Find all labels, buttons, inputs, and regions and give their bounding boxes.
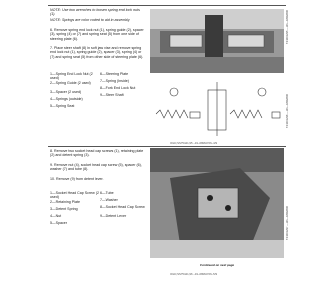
legend-item: 3—Detent Spring: [50, 207, 78, 211]
photo: [150, 9, 284, 73]
legend-item: 3—Spacer (2 used): [50, 90, 82, 94]
step: 6. Remove spring end lock nut (1), sprin…: [50, 28, 144, 41]
step: 10. Remove (9) from detent lever.: [50, 177, 104, 181]
continued: Continued on next page: [199, 263, 235, 267]
step: 9. Remove nut (4), socket head cap screw…: [50, 163, 142, 172]
legend-item: 1—Socket Head Cap Screw (2 used): [50, 191, 99, 200]
legend-item: 5—Spring Seat: [50, 104, 75, 108]
page: NOTE: Use two wrenches to loosen spring …: [48, 5, 289, 276]
footer-code: OGD,SS75441,96 –19–08MAY06–5/9: [170, 272, 218, 276]
legend-item: 1—Spring End Lock Nut (2 used): [50, 72, 93, 81]
legend-item: 9—Detent Lever: [100, 214, 127, 218]
figure-code: TX1001237 —UN—18FEB06: [286, 206, 289, 240]
legend-item: 2—Retaining Plate: [50, 200, 80, 204]
legend-item: 4—Nut: [50, 214, 62, 218]
footer-code: OGD,SS75441,95 –19–08MAY06–4/9: [170, 141, 218, 145]
legend-item: 9—Steer Shaft: [100, 93, 124, 97]
legend-item: 8—Socket Head Cap Screw: [100, 205, 145, 209]
figure-code: TX1001235 —UN—18FEB06: [286, 10, 289, 44]
rule: [48, 5, 286, 6]
legend-item: 2—Spring Guide (2 used): [50, 81, 91, 85]
note: NOTE: Springs are color coded to aid in …: [50, 18, 130, 22]
step: 8. Remove two socket head cap screws (1)…: [50, 149, 144, 158]
legend-item: 5—Spacer: [50, 221, 67, 225]
legend-item: 4—Springs (outside): [50, 97, 83, 101]
diagram: [150, 78, 284, 140]
legend-item: 8—Fork End Lock Nut: [100, 86, 136, 90]
legend-item: 7—Washer: [100, 198, 118, 202]
step: 7. Place steer shaft (8) in soft jaw vis…: [50, 46, 144, 59]
photo: [150, 148, 284, 258]
legend-item: 6—Tube: [100, 191, 114, 195]
legend-item: 6—Steering Plate: [100, 72, 129, 76]
note: NOTE: Use two wrenches to loosen spring …: [50, 8, 140, 17]
figure-code: TX1001236 —UN—18FEB06: [286, 94, 289, 128]
legend-item: 7—Spring (Inside): [100, 79, 129, 83]
rule: [48, 146, 286, 147]
